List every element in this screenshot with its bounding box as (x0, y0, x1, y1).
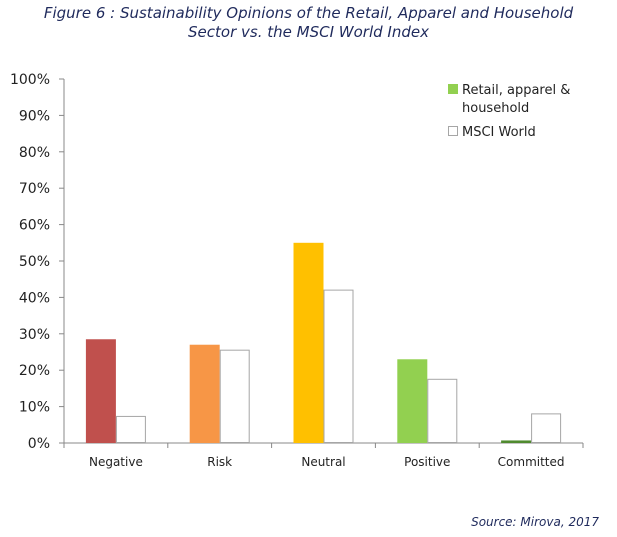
x-tick-label: Committed (498, 455, 565, 469)
y-tick-label: 40% (19, 290, 50, 306)
bar-msci-negative (115, 415, 146, 444)
bar-msci-committed (531, 413, 562, 444)
legend-label: Retail, apparel & (462, 83, 570, 98)
y-tick-label: 30% (19, 327, 50, 343)
bar-retail-negative (85, 339, 116, 443)
bar-retail-neutral (293, 242, 324, 443)
y-tick-label: 100% (10, 72, 50, 88)
y-tick-label: 90% (19, 108, 50, 124)
y-tick-label: 0% (28, 436, 50, 452)
y-tick-label: 10% (19, 400, 50, 416)
y-tick-label: 70% (19, 181, 50, 197)
legend-swatch-msci (448, 126, 458, 136)
bar-retail-risk (189, 344, 220, 443)
bar-msci-positive (427, 378, 458, 443)
x-tick-label: Neutral (301, 455, 345, 469)
bar-retail-positive (397, 359, 428, 443)
bar-msci-neutral (323, 289, 354, 443)
y-tick-label: 60% (19, 218, 50, 234)
source-note: Source: Mirova, 2017 (471, 515, 599, 529)
legend-label: MSCI World (462, 125, 536, 140)
chart-title-line1: Figure 6 : Sustainability Opinions of th… (43, 4, 574, 22)
bar-retail-committed (501, 440, 532, 443)
y-tick-label: 80% (19, 145, 50, 161)
x-tick-label: Negative (89, 455, 143, 469)
chart-title: Figure 6 : Sustainability Opinions of th… (0, 4, 617, 42)
bar-msci-risk (219, 349, 250, 443)
legend-swatch-retail (448, 84, 458, 94)
legend-label-line2: household (462, 101, 529, 116)
chart-title-line2: Sector vs. the MSCI World Index (188, 23, 429, 41)
x-tick-label: Positive (404, 455, 450, 469)
x-tick-label: Risk (207, 455, 232, 469)
y-tick-label: 50% (19, 254, 50, 270)
y-tick-label: 20% (19, 363, 50, 379)
